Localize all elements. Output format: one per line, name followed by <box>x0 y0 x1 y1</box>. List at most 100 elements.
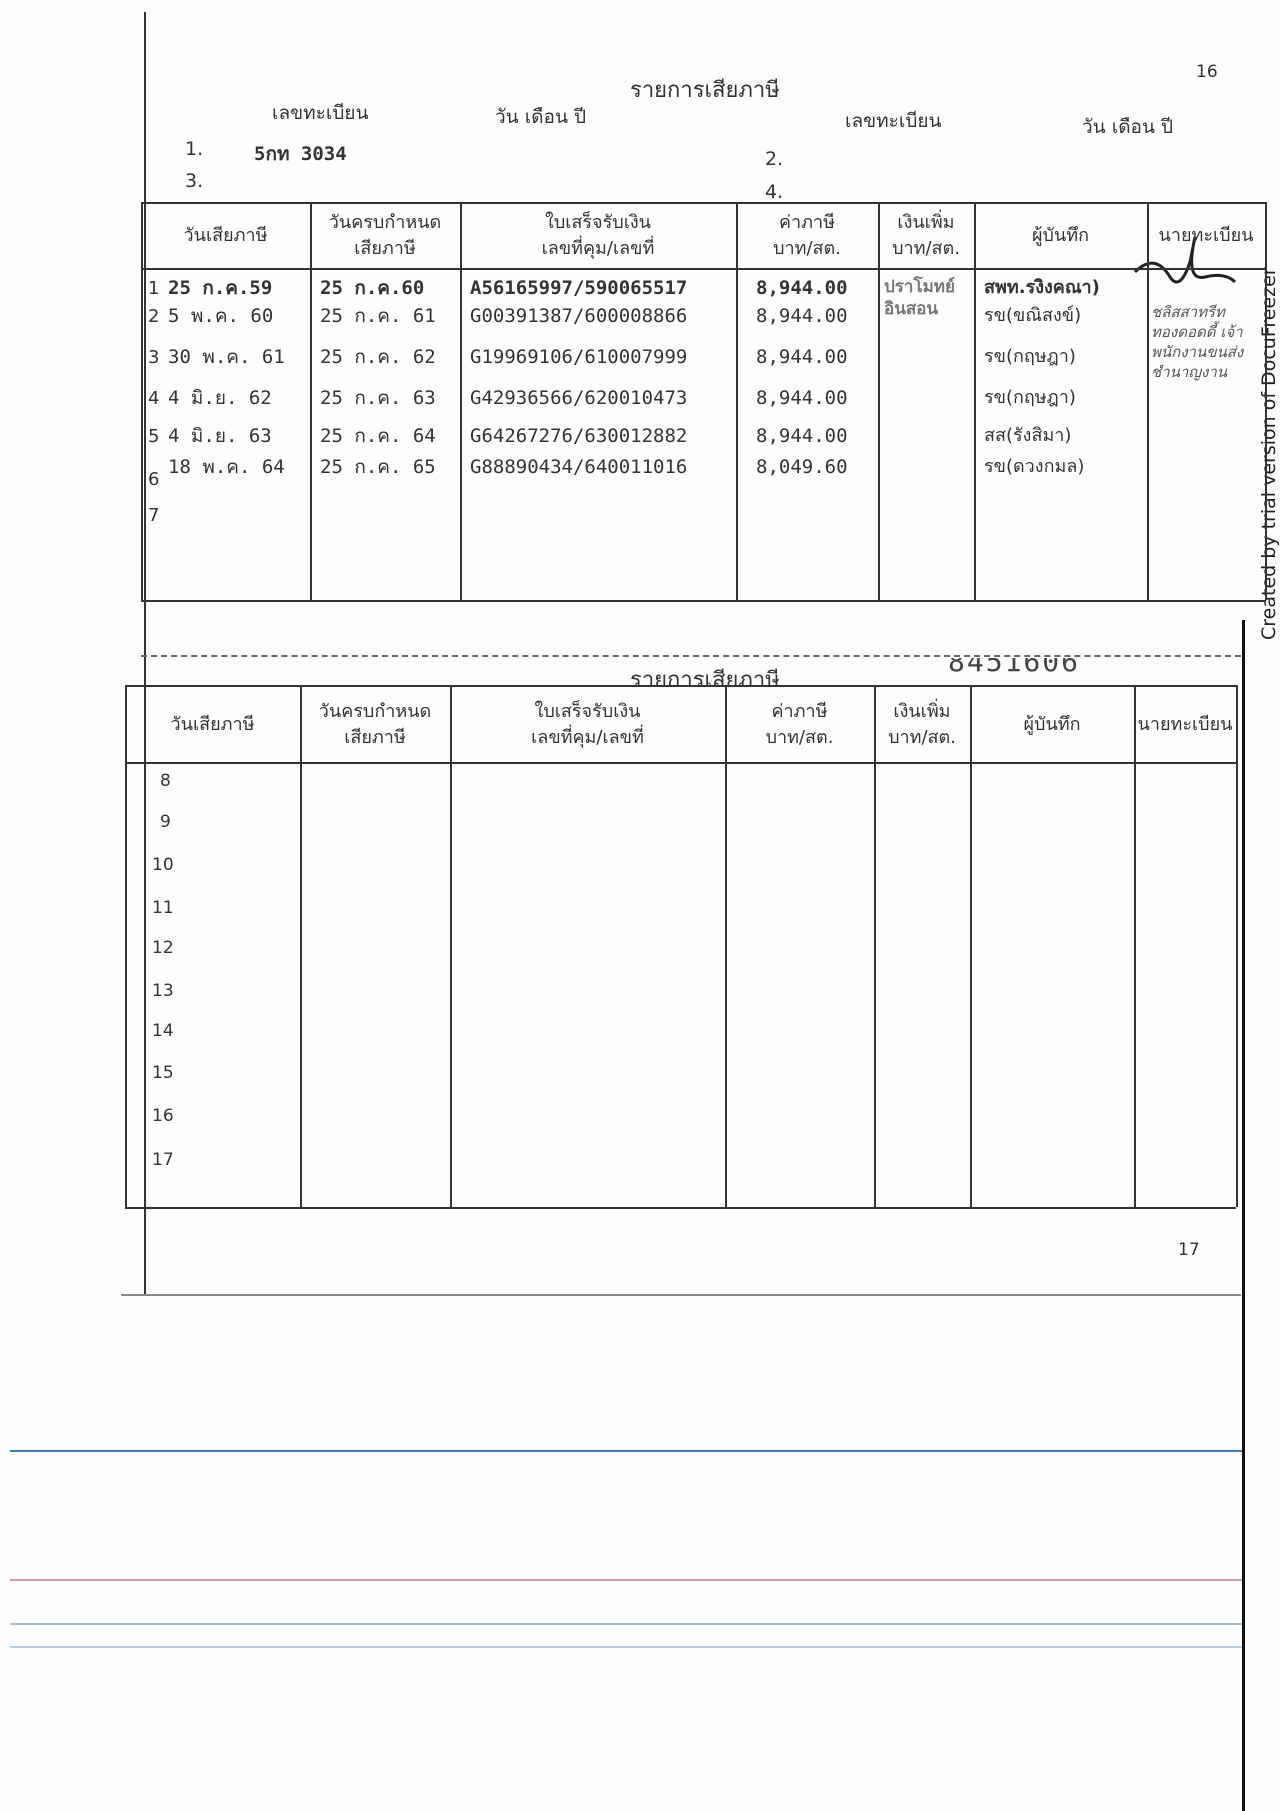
column-header-label: ค่าภาษี <box>771 700 828 722</box>
column-header-label: นายทะเบียน <box>1158 225 1254 246</box>
column-header-label: เสียภาษี <box>344 726 406 748</box>
registration-label-2: เลขทะเบียน <box>845 110 942 132</box>
cell-recorder: รข(ขณิสงข์) <box>984 305 1082 326</box>
page-number-bottom: 17 <box>1178 1240 1200 1260</box>
row-number: 13 <box>152 981 174 1001</box>
official-stamp: ชลิสสาทรีท ทองดอดดี้ เจ้าพนักงานขนส่งชำน… <box>1151 303 1244 381</box>
cell-recorder: สส(รังสิมา) <box>984 425 1072 446</box>
table-column-rule <box>125 685 127 1207</box>
column-header: ใบเสร็จรับเงินเลขที่คุม/เลขที่ <box>460 206 736 266</box>
cell-paid: 30 พ.ค. 61 <box>168 346 285 368</box>
table-column-rule <box>1134 685 1136 1207</box>
cell-tax: 8,944.00 <box>756 277 848 299</box>
row-number: 7 <box>148 505 160 526</box>
table-rule <box>141 600 1265 602</box>
row-number: 12 <box>152 938 174 958</box>
date-label-2: วัน เดือน ปี <box>1082 116 1174 138</box>
scan-edge-line <box>1242 620 1245 1811</box>
column-header-label: วันครบกำหนด <box>328 212 442 233</box>
page-number-top: 16 <box>1196 62 1218 82</box>
table-column-rule <box>1265 202 1267 600</box>
cell-paid: 4 มิ.ย. 63 <box>168 425 272 447</box>
cell-due: 25 ก.ค. 64 <box>320 425 436 447</box>
cell-due: 25 ก.ค. 61 <box>320 305 436 327</box>
cell-tax: 8,944.00 <box>756 346 848 368</box>
ruled-line <box>10 1623 1242 1625</box>
table-column-rule <box>970 685 972 1207</box>
table-column-rule <box>878 202 880 600</box>
column-header: ค่าภาษีบาท/สต. <box>725 689 874 760</box>
row-number: 14 <box>152 1021 174 1041</box>
column-header: ค่าภาษีบาท/สต. <box>736 206 878 266</box>
table-column-rule <box>1236 685 1238 1207</box>
table-column-rule <box>450 685 452 1207</box>
registration-value: 5กท 3034 <box>254 143 347 165</box>
cell-tax: 8,049.60 <box>756 456 848 478</box>
column-header-label: ใบเสร็จรับเงิน <box>534 700 641 722</box>
column-header: ใบเสร็จรับเงินเลขที่คุม/เลขที่ <box>450 689 725 760</box>
cell-receipt: A56165997/590065517 <box>470 277 688 299</box>
cell-tax: 8,944.00 <box>756 387 848 409</box>
column-header: วันครบกำหนด เสียภาษี <box>300 689 450 760</box>
cell-due: 25 ก.ค. 63 <box>320 387 436 409</box>
row-number: 5 <box>148 426 160 447</box>
column-header-label: เลขที่คุม/เลขที่ <box>531 726 644 748</box>
cell-paid: 18 พ.ค. 64 <box>168 456 285 478</box>
column-header-label: ผู้บันทึก <box>1031 225 1090 246</box>
watermark: Created by trial version of DocuFreezer <box>1258 267 1280 640</box>
registration-index: 3. <box>185 170 204 192</box>
cell-receipt: G88890434/640011016 <box>470 456 688 478</box>
column-header-label: บาท/สต. <box>892 238 960 259</box>
registrar-signature <box>1133 236 1237 284</box>
cell-receipt: G19969106/610007999 <box>470 346 688 368</box>
column-header-label: ค่าภาษี <box>779 212 835 233</box>
row-number: 6 <box>148 469 160 490</box>
row-number: 10 <box>152 855 174 875</box>
table-rule <box>125 762 1236 764</box>
ruled-line <box>10 1579 1242 1581</box>
cell-paid: 5 พ.ค. 60 <box>168 305 274 327</box>
column-header: ผู้บันทึก <box>974 206 1147 266</box>
column-header-label: เลขที่คุม/เลขที่ <box>541 238 655 259</box>
row-number: 16 <box>152 1106 174 1126</box>
page-bottom-border <box>121 1294 1241 1296</box>
column-header-label: บาท/สต. <box>888 726 956 748</box>
cell-tax: 8,944.00 <box>756 305 848 327</box>
cell-due: 25 ก.ค. 65 <box>320 456 436 478</box>
cell-recorder: รข(ดวงกมล) <box>984 456 1085 477</box>
serial-number: 8451606 <box>948 645 1081 678</box>
table-column-rule <box>1147 202 1149 600</box>
cell-due: 25 ก.ค. 62 <box>320 346 436 368</box>
cell-recorder: รข(กฤษฎา) <box>984 346 1076 367</box>
cell-receipt: G42936566/620010473 <box>470 387 688 409</box>
table-column-rule <box>141 202 143 600</box>
row-number: 8 <box>160 771 171 791</box>
table-column-rule <box>874 685 876 1207</box>
cell-paid: 25 ก.ค.59 <box>168 277 273 299</box>
ruled-line <box>10 1450 1242 1452</box>
column-header-label: เสียภาษี <box>354 238 416 259</box>
column-header: วันเสียภาษี <box>141 206 310 266</box>
column-header-label: วันเสียภาษี <box>170 713 255 735</box>
column-header-label: ผู้บันทึก <box>1023 713 1081 735</box>
cell-paid: 4 มิ.ย. 62 <box>168 387 272 409</box>
date-label: วัน เดือน ปี <box>495 106 587 128</box>
registration-index: 2. <box>765 148 784 170</box>
table-column-rule <box>974 202 976 600</box>
column-header: ผู้บันทึก <box>970 689 1134 760</box>
registration-label: เลขทะเบียน <box>272 102 369 124</box>
table-2-title: รายการเสียภาษี <box>630 668 780 693</box>
column-header: วันเสียภาษี <box>125 689 300 760</box>
row-number: 9 <box>160 812 171 832</box>
column-header-label: ใบเสร็จรับเงิน <box>545 212 651 233</box>
column-header: นายทะเบียน <box>1147 206 1265 266</box>
column-header: เงินเพิ่ม บาท/สต. <box>874 689 970 760</box>
cell-recorder: สพท.รงิงคณา) <box>984 277 1100 298</box>
table-rule <box>141 268 1265 270</box>
column-header-label: บาท/สต. <box>765 726 834 748</box>
page-title: รายการเสียภาษี <box>630 78 780 103</box>
row-number: 4 <box>148 388 160 409</box>
cell-due: 25 ก.ค.60 <box>320 277 425 299</box>
column-header-label: บาท/สต. <box>773 238 841 259</box>
